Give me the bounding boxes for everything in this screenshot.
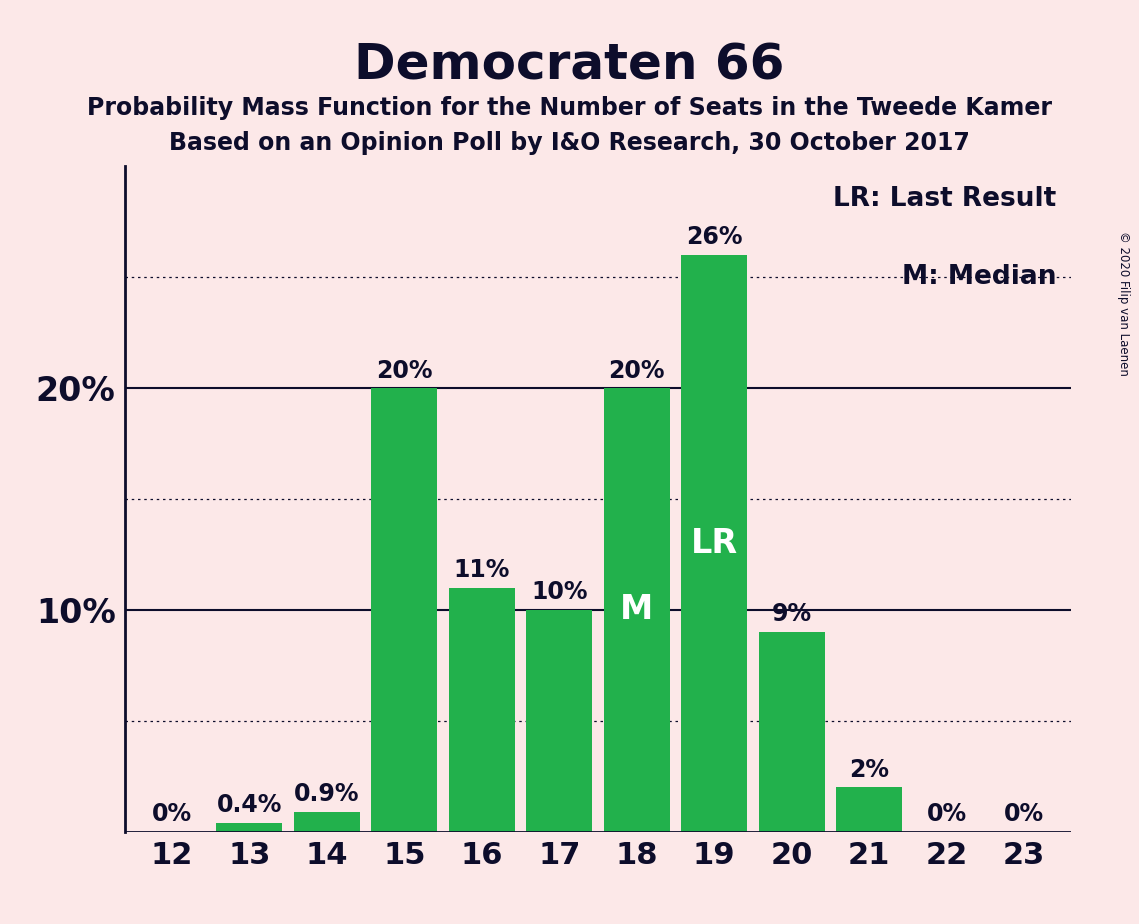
Bar <box>836 787 902 832</box>
Text: Based on an Opinion Poll by I&O Research, 30 October 2017: Based on an Opinion Poll by I&O Research… <box>169 131 970 155</box>
Text: 9%: 9% <box>771 602 812 626</box>
Text: 20%: 20% <box>608 359 665 383</box>
Text: 11%: 11% <box>453 558 510 582</box>
Bar <box>604 388 670 832</box>
Bar <box>294 811 360 832</box>
Bar <box>526 610 592 832</box>
Bar <box>681 255 747 832</box>
Text: LR: Last Result: LR: Last Result <box>834 187 1057 213</box>
Text: 20%: 20% <box>376 359 433 383</box>
Text: 0%: 0% <box>151 802 191 826</box>
Text: LR: LR <box>690 527 738 560</box>
Bar <box>759 632 825 832</box>
Text: 10%: 10% <box>531 580 588 604</box>
Text: M: Median: M: Median <box>902 264 1057 290</box>
Text: 0.9%: 0.9% <box>294 782 360 806</box>
Text: © 2020 Filip van Laenen: © 2020 Filip van Laenen <box>1117 231 1130 376</box>
Text: Probability Mass Function for the Number of Seats in the Tweede Kamer: Probability Mass Function for the Number… <box>87 96 1052 120</box>
Bar <box>371 388 437 832</box>
Text: Democraten 66: Democraten 66 <box>354 42 785 90</box>
Text: 0%: 0% <box>1005 802 1044 826</box>
Text: 2%: 2% <box>850 758 890 782</box>
Bar <box>449 588 515 832</box>
Text: 0.4%: 0.4% <box>216 793 282 817</box>
Text: 26%: 26% <box>686 225 743 249</box>
Text: M: M <box>620 593 654 626</box>
Bar <box>216 822 282 832</box>
Text: 0%: 0% <box>927 802 967 826</box>
